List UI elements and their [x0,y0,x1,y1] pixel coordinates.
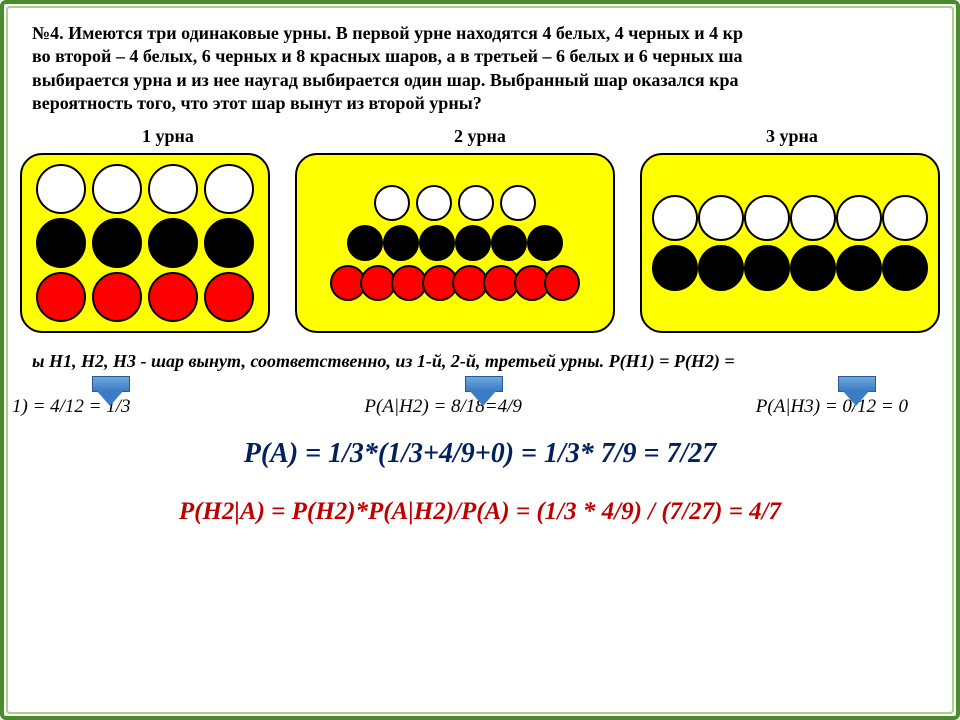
black-ball [744,245,790,291]
ball-row [652,195,928,241]
black-ball [527,225,563,261]
urn-3 [640,153,940,333]
p-a-h3: Р(А|Н3) = 0/12 = 0 [756,396,908,418]
white-ball [744,195,790,241]
problem-statement: №4. Имеются три одинаковые урны. В перво… [12,12,948,122]
ball-row [652,245,928,291]
black-ball [92,218,142,268]
black-ball [836,245,882,291]
urns-row [12,153,948,333]
white-ball [500,185,536,221]
black-ball [36,218,86,268]
white-ball [652,195,698,241]
urn-label-2: 2 урна [454,126,506,147]
urn-1 [20,153,270,333]
urn-labels-row: 1 урна 2 урна 3 урна [12,126,948,147]
p-a-h2: Р(А|Н2) = 8/18=4/9 [364,396,522,418]
black-ball [419,225,455,261]
white-ball [836,195,882,241]
ball-row [32,164,258,214]
black-ball [148,218,198,268]
black-ball [455,225,491,261]
red-ball [544,265,580,301]
black-ball [882,245,928,291]
white-ball [698,195,744,241]
white-ball [36,164,86,214]
black-ball [204,218,254,268]
ball-row [307,225,603,261]
total-probability-formula: Р(А) = 1/3*(1/3+4/9+0) = 1/3* 7/9 = 7/27 [12,438,948,470]
white-ball [148,164,198,214]
urn-label-1: 1 урна [142,126,194,147]
red-ball [92,272,142,322]
black-ball [347,225,383,261]
bayes-formula: Р(Н2|А) = Р(Н2)*Р(А|Н2)/Р(А) = (1/3 * 4/… [12,498,948,526]
white-ball [882,195,928,241]
white-ball [458,185,494,221]
white-ball [374,185,410,221]
white-ball [416,185,452,221]
white-ball [92,164,142,214]
black-ball [652,245,698,291]
black-ball [790,245,836,291]
white-ball [790,195,836,241]
ball-row [32,272,258,322]
red-ball [36,272,86,322]
red-ball [204,272,254,322]
urn-label-3: 3 урна [766,126,818,147]
urn-2 [295,153,615,333]
black-ball [491,225,527,261]
ball-row [307,265,603,301]
ball-row [32,218,258,268]
red-ball [148,272,198,322]
black-ball [383,225,419,261]
hypotheses-line: ы H1, H2, H3 - шар вынут, соответственно… [12,333,948,374]
white-ball [204,164,254,214]
black-ball [698,245,744,291]
ball-row [307,185,603,221]
